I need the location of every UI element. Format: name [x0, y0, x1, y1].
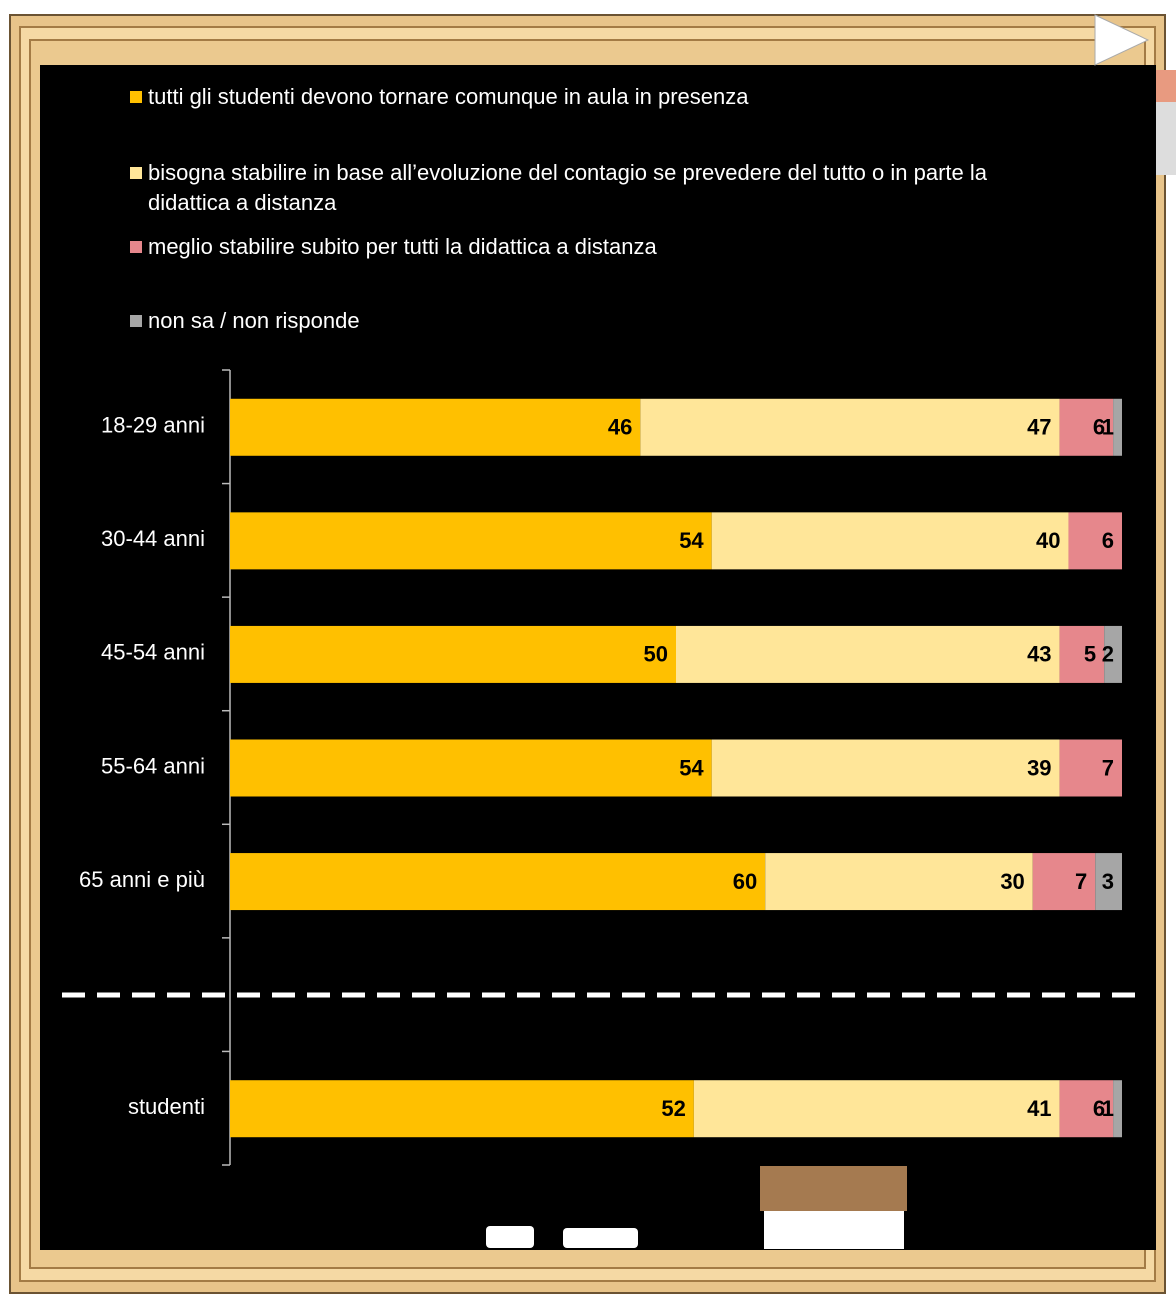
data-label: 6 — [1093, 1096, 1105, 1121]
legend-label: non sa / non risponde — [148, 308, 360, 333]
category-label: 55-64 anni — [101, 753, 205, 778]
legend-item: bisogna stabilire in base all’evoluzione… — [130, 158, 1070, 218]
data-label: 41 — [1027, 1096, 1051, 1121]
data-label: 60 — [733, 869, 757, 894]
data-label: 1 — [1102, 1096, 1114, 1121]
bar-segment — [765, 853, 1033, 911]
bar-segment — [1032, 853, 1096, 911]
legend-item: tutti gli studenti devono tornare comunq… — [130, 82, 1070, 112]
data-label: 6 — [1102, 528, 1114, 553]
bar-segment — [230, 512, 712, 570]
data-label: 1 — [1102, 415, 1114, 440]
bar-segment — [1113, 1080, 1122, 1138]
legend-swatch — [130, 167, 142, 179]
bar-segment — [1059, 625, 1105, 683]
bar-segment — [230, 1080, 694, 1138]
data-label: 30 — [1000, 869, 1024, 894]
bar-segment — [1104, 625, 1122, 683]
data-label: 54 — [679, 528, 704, 553]
legend-label: tutti gli studenti devono tornare comunq… — [148, 84, 749, 109]
bar-segment — [1059, 1080, 1114, 1138]
bar-segment — [1059, 739, 1122, 797]
legend-swatch — [130, 241, 142, 253]
legend-swatch — [130, 91, 142, 103]
data-label: 39 — [1027, 755, 1051, 780]
data-label: 6 — [1093, 415, 1105, 440]
data-label: 46 — [608, 415, 632, 440]
bar-segment — [230, 625, 676, 683]
eraser — [760, 1166, 907, 1211]
eraser-pad — [764, 1211, 904, 1249]
bar-segment — [1095, 853, 1122, 911]
legend-item: non sa / non risponde — [130, 306, 1070, 336]
legend-label: bisogna stabilire in base all’evoluzione… — [148, 160, 987, 215]
legend-swatch — [130, 315, 142, 327]
data-label: 43 — [1027, 642, 1051, 667]
bar-segment — [1113, 398, 1122, 456]
data-label: 3 — [1102, 869, 1114, 894]
category-label: 45-54 anni — [101, 640, 205, 665]
pencil-tip — [1094, 14, 1150, 66]
chalk — [563, 1228, 638, 1248]
bar-segment — [640, 398, 1060, 456]
category-label: 30-44 anni — [101, 526, 205, 551]
data-label: 5 — [1084, 642, 1096, 667]
bar-segment — [711, 739, 1060, 797]
data-label: 2 — [1102, 642, 1114, 667]
category-label: studenti — [128, 1094, 205, 1119]
bar-segment — [230, 398, 641, 456]
pencil-eraser — [1156, 70, 1176, 102]
data-label: 7 — [1102, 755, 1114, 780]
data-label: 50 — [644, 642, 668, 667]
data-label: 47 — [1027, 415, 1051, 440]
bar-segment — [676, 625, 1060, 683]
category-label: 65 anni e più — [79, 867, 205, 892]
category-label: 18-29 anni — [101, 413, 205, 438]
data-label: 40 — [1036, 528, 1060, 553]
legend-label: meglio stabilire subito per tutti la did… — [148, 234, 657, 259]
legend-item: meglio stabilire subito per tutti la did… — [130, 232, 1070, 262]
bar-segment — [230, 739, 712, 797]
data-label: 7 — [1075, 869, 1087, 894]
bar-segment — [1059, 398, 1114, 456]
data-label: 52 — [661, 1096, 685, 1121]
bar-segment — [693, 1080, 1060, 1138]
data-label: 54 — [679, 755, 704, 780]
bar-segment — [711, 512, 1069, 570]
bar-segment — [1068, 512, 1122, 570]
bar-segment — [230, 853, 766, 911]
chalk — [486, 1226, 534, 1248]
